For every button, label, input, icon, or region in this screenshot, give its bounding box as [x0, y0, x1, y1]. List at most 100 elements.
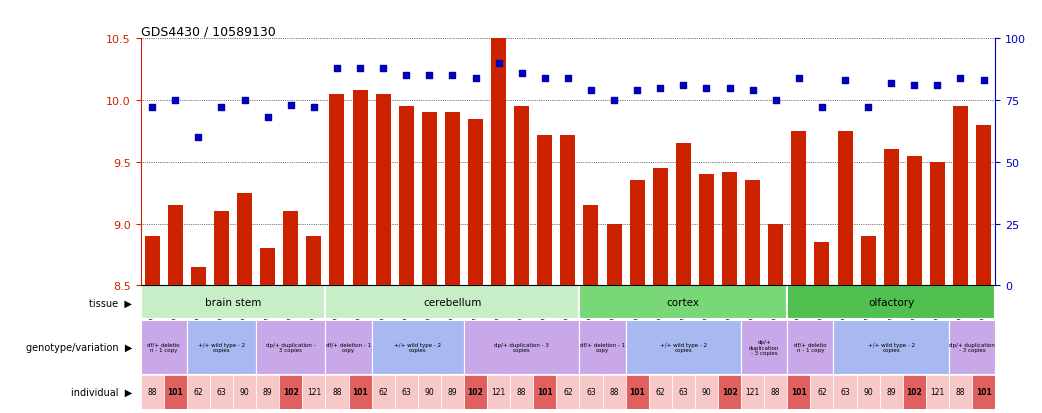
Text: 62: 62: [817, 387, 826, 396]
Point: [767, 97, 784, 104]
Text: 121: 121: [745, 387, 760, 396]
Text: df/+ deletio
n - 1 copy: df/+ deletio n - 1 copy: [794, 342, 826, 352]
Bar: [214, 212, 229, 286]
Point: [814, 105, 830, 112]
Point: [328, 66, 345, 72]
Bar: [141, 286, 325, 320]
Bar: [791, 132, 807, 286]
Bar: [141, 320, 187, 374]
Bar: [329, 95, 345, 286]
Bar: [445, 113, 460, 286]
Text: +/+ wild type - 2
copies: +/+ wild type - 2 copies: [198, 342, 245, 352]
Text: dp/+
duplication
- 3 copies: dp/+ duplication - 3 copies: [749, 339, 779, 355]
Point: [582, 88, 599, 94]
Point: [905, 83, 922, 89]
Point: [444, 73, 461, 79]
Text: 101: 101: [975, 387, 991, 396]
Bar: [695, 375, 718, 409]
Bar: [325, 375, 348, 409]
Bar: [976, 126, 991, 286]
Point: [560, 75, 576, 82]
Text: 89: 89: [448, 387, 457, 396]
Bar: [511, 375, 534, 409]
Bar: [238, 193, 252, 286]
Bar: [788, 286, 995, 320]
Text: cerebellum: cerebellum: [423, 298, 481, 308]
Bar: [191, 267, 206, 286]
Point: [975, 78, 992, 84]
Text: 62: 62: [378, 387, 388, 396]
Bar: [556, 375, 579, 409]
Point: [952, 75, 969, 82]
Point: [190, 135, 206, 141]
Point: [467, 75, 483, 82]
Point: [375, 66, 392, 72]
Text: olfactory: olfactory: [868, 298, 914, 308]
Bar: [348, 375, 372, 409]
Bar: [907, 156, 922, 286]
Text: dp/+ duplication -
3 copies: dp/+ duplication - 3 copies: [266, 342, 316, 352]
Bar: [399, 107, 414, 286]
Bar: [145, 236, 159, 286]
Text: tissue  ▶: tissue ▶: [90, 298, 132, 308]
Text: 90: 90: [240, 387, 249, 396]
Text: df/+ deletio
n - 1 copy: df/+ deletio n - 1 copy: [148, 342, 180, 352]
Text: 121: 121: [931, 387, 944, 396]
Bar: [811, 375, 834, 409]
Text: 102: 102: [282, 387, 299, 396]
Text: cortex: cortex: [667, 298, 700, 308]
Bar: [279, 375, 302, 409]
Bar: [718, 375, 741, 409]
Bar: [325, 320, 372, 374]
Bar: [561, 135, 575, 286]
Bar: [672, 375, 695, 409]
Bar: [625, 320, 741, 374]
Bar: [491, 39, 506, 286]
Text: 121: 121: [306, 387, 321, 396]
Bar: [325, 286, 579, 320]
Bar: [834, 320, 949, 374]
Bar: [652, 169, 668, 286]
Text: 88: 88: [956, 387, 965, 396]
Point: [837, 78, 853, 84]
Text: 89: 89: [887, 387, 896, 396]
Point: [259, 115, 276, 121]
Point: [860, 105, 876, 112]
Point: [721, 85, 738, 92]
Text: 62: 62: [563, 387, 573, 396]
Text: 101: 101: [537, 387, 552, 396]
Bar: [579, 286, 788, 320]
Text: 88: 88: [610, 387, 619, 396]
Point: [421, 73, 438, 79]
Point: [491, 61, 507, 67]
Bar: [187, 375, 209, 409]
Point: [237, 97, 253, 104]
Bar: [929, 162, 945, 286]
Point: [675, 83, 692, 89]
Text: 101: 101: [791, 387, 807, 396]
Point: [305, 105, 322, 112]
Point: [883, 80, 899, 87]
Bar: [815, 242, 829, 286]
Bar: [209, 375, 233, 409]
Bar: [168, 206, 182, 286]
Text: 63: 63: [401, 387, 412, 396]
Bar: [579, 320, 625, 374]
Text: brain stem: brain stem: [205, 298, 262, 308]
Point: [652, 85, 669, 92]
Bar: [256, 375, 279, 409]
Text: df/+ deletion - 1
copy: df/+ deletion - 1 copy: [580, 342, 625, 352]
Bar: [441, 375, 464, 409]
Bar: [584, 206, 598, 286]
Text: dp/+ duplication
- 3 copies: dp/+ duplication - 3 copies: [949, 342, 995, 352]
Bar: [972, 375, 995, 409]
Bar: [902, 375, 926, 409]
Text: GDS4430 / 10589130: GDS4430 / 10589130: [141, 25, 275, 38]
Bar: [764, 375, 788, 409]
Text: 90: 90: [701, 387, 712, 396]
Text: +/+ wild type - 2
copies: +/+ wild type - 2 copies: [660, 342, 706, 352]
Bar: [741, 375, 764, 409]
Point: [698, 85, 715, 92]
Point: [398, 73, 415, 79]
Bar: [514, 107, 529, 286]
